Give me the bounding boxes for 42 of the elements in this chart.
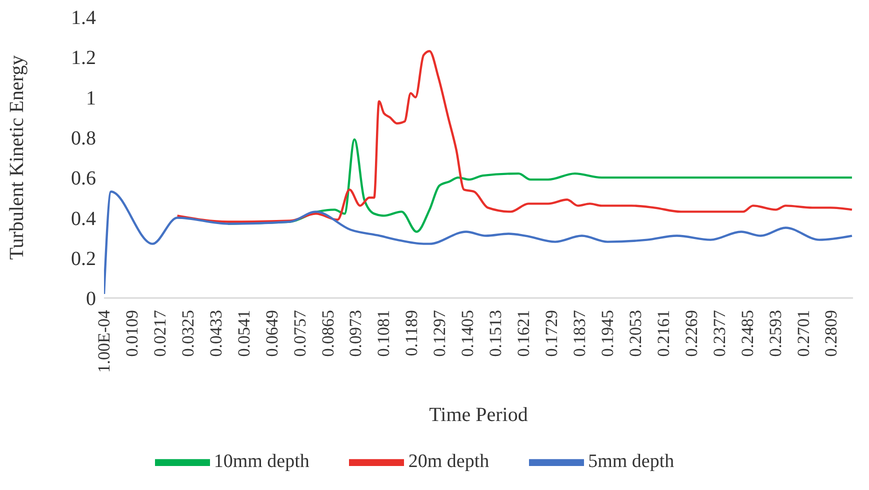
x-tick-label: 0.2269 (682, 310, 701, 357)
y-tick-label: 0.2 (71, 248, 96, 270)
x-tick-label: 0.1945 (598, 310, 617, 357)
x-tick-label: 0.1621 (514, 310, 534, 357)
x-tick-label: 0.1513 (486, 310, 506, 357)
x-tick-label: 0.2701 (794, 310, 813, 357)
x-tick-label: 1.00E-04 (94, 310, 114, 373)
y-tick-label: 1 (86, 87, 96, 110)
x-tick-label: 0.1729 (542, 310, 562, 357)
x-tick-label: 0.0649 (262, 310, 282, 357)
x-tick-label: 0.0865 (318, 310, 338, 357)
y-tick-label: 1.4 (71, 7, 96, 30)
x-tick-label: 0.2593 (766, 310, 785, 357)
x-tick-label: 0.0217 (150, 310, 170, 357)
y-tick-label: 0.4 (71, 208, 96, 230)
x-tick-label: 0.0973 (346, 310, 366, 357)
x-tick-label: 0.1189 (402, 310, 422, 356)
x-tick-label: 0.0109 (122, 310, 142, 357)
x-tick-label: 0.0325 (178, 310, 198, 357)
x-tick-label: 0.2809 (822, 310, 841, 357)
legend-label: 5mm depth (588, 450, 674, 472)
y-axis-title: Turbulent Kinetic Energy (6, 55, 28, 260)
y-tick-label: 0 (86, 288, 96, 310)
x-tick-label: 0.1297 (430, 310, 450, 357)
legend-label: 10mm depth (214, 450, 310, 472)
x-tick-label: 0.2485 (738, 310, 757, 357)
y-tick-label: 0.6 (71, 168, 96, 190)
x-tick-label: 0.2161 (654, 310, 673, 357)
x-tick-label: 0.1837 (570, 310, 590, 357)
line-series (176, 50, 853, 223)
line-series (104, 190, 853, 296)
y-tick-label: 0.8 (71, 128, 96, 150)
y-tick-label: 1.2 (71, 47, 96, 70)
x-tick-label: 0.1081 (374, 310, 394, 357)
x-tick-label: 0.0541 (234, 310, 254, 357)
x-axis-title: Time Period (429, 404, 528, 426)
x-tick-label: 0.2377 (710, 310, 729, 357)
legend-label: 20m depth (408, 450, 490, 472)
x-tick-label: 0.2053 (626, 310, 645, 357)
x-tick-label: 0.1405 (458, 310, 478, 357)
x-tick-label: 0.0433 (206, 310, 226, 357)
x-tick-label: 0.0757 (290, 310, 310, 357)
